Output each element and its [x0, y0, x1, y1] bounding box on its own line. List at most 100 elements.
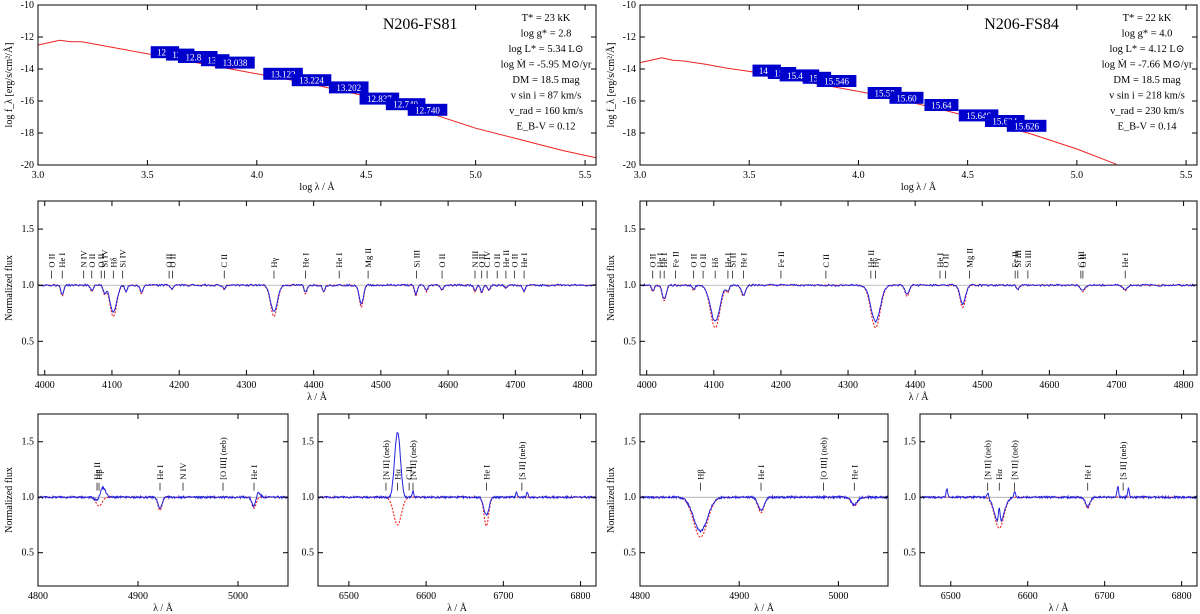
y-axis-label: Normalized flux: [4, 255, 15, 321]
line-id-label: [O III] (neb): [819, 437, 829, 480]
photometry-label: 15.488: [787, 71, 812, 81]
x-tick-label: 6800: [571, 591, 591, 602]
line-id-label: He I: [1083, 465, 1093, 480]
y-tick-label: 1.5: [624, 224, 637, 235]
line-id-label: Si III: [1013, 250, 1023, 268]
line-id-label: [S II] (neb): [517, 441, 527, 479]
line-id-label: C IV: [482, 250, 492, 268]
axes-frame: [317, 413, 597, 587]
parameter-text: T* = 22 kK: [1123, 13, 1172, 24]
line-id-label: He I: [301, 253, 311, 268]
photometry-box: [291, 74, 332, 87]
axes-frame: [37, 413, 289, 587]
line-id-label: O II: [1078, 254, 1088, 268]
observed-spectrum: [38, 485, 288, 509]
x-tick-label: 4800: [630, 591, 650, 602]
panel-ha-left: 6500 6600 6700 6800 0.5 1.0 1.5 λ / Å [N II] (ne…: [302, 413, 597, 614]
observed-spectrum: [640, 283, 1197, 323]
x-tick-label: 3.0: [634, 170, 647, 181]
line-id-label: [N II] (neb): [408, 440, 418, 480]
line-id-label: O II: [940, 254, 950, 268]
line-id-label: O II: [510, 254, 520, 268]
line-id-label: O II: [437, 254, 447, 268]
photometry-box: [889, 91, 924, 104]
photometry-label: 12.8: [157, 48, 173, 58]
line-id-label: [O III] (neb): [218, 437, 228, 480]
x-tick-label: 5.5: [1180, 170, 1193, 181]
photometry-label: 15.646: [966, 111, 991, 121]
x-axis-label: log λ / Å: [299, 181, 335, 193]
x-tick-label: 4.0: [251, 170, 264, 181]
x-tick-label: 4200: [169, 380, 189, 391]
line-id-label: Hδ: [710, 257, 720, 267]
line-id-label: O II: [87, 254, 97, 268]
line-id-label: He I: [519, 253, 529, 268]
x-tick-label: 3.5: [141, 170, 154, 181]
line-id-label: He I: [756, 465, 766, 480]
panel-hb-left: 4800 4900 5000 0.5 1.0 1.5 λ / Å Normalized flu…: [4, 413, 289, 614]
photometry-label: 15.624: [992, 117, 1017, 127]
line-id-label: O II: [477, 254, 487, 268]
line-id-label: He II: [92, 462, 102, 480]
line-id-label: [N II] (neb): [983, 440, 993, 480]
x-tick-label: 4200: [771, 380, 791, 391]
parameter-text: T* = 23 kK: [522, 13, 571, 24]
x-tick-label: 4000: [35, 380, 55, 391]
y-tick-label: 1.0: [624, 280, 637, 291]
parameter-text: v_rad = 230 km/s: [1110, 106, 1184, 117]
line-id-label: Si IV: [100, 249, 110, 268]
x-tick-label: 6700: [493, 591, 513, 602]
line-id-label: [N II] (neb): [381, 440, 391, 480]
y-tick-label: -20: [623, 160, 636, 171]
parameter-text: E_B-V = 0.14: [1117, 122, 1177, 133]
x-tick-label: 6800: [1172, 591, 1192, 602]
line-id-label: He I: [659, 253, 669, 268]
line-id-label: Mg II: [965, 248, 975, 268]
y-tick-label: -10: [623, 0, 636, 11]
y-tick-label: -16: [623, 96, 636, 107]
line-id-label: He I: [155, 465, 165, 480]
x-tick-label: 6600: [1018, 591, 1038, 602]
line-id-label: Mg II: [363, 248, 373, 268]
y-tick-label: 1.0: [302, 492, 315, 503]
line-id-label: C II: [404, 466, 414, 480]
line-id-label: Hβ: [696, 469, 706, 479]
line-id-label: He II: [501, 250, 511, 268]
line-id-label: C II: [219, 254, 229, 268]
x-tick-label: 5.0: [469, 170, 482, 181]
y-tick-label: 0.5: [302, 548, 315, 559]
panel-blue-left: 4000 4100 4200 4300 4400 4500 4600 4700 4800 0.5 1…: [4, 200, 597, 403]
axes-frame: [37, 200, 597, 376]
line-id-label: He I: [849, 465, 859, 480]
model-spectrum: [640, 284, 1197, 329]
line-id-label: He I: [723, 253, 733, 268]
photometry-box: [215, 56, 255, 69]
x-tick-label: 4100: [704, 380, 724, 391]
photometry-box: [1006, 119, 1047, 132]
x-tick-label: 4600: [438, 380, 458, 391]
photometry-label: 12.740: [393, 100, 418, 110]
x-tick-label: 3.0: [32, 170, 45, 181]
plot-area: [640, 283, 1197, 329]
photometry-label: 12.837: [367, 94, 392, 104]
y-tick-label: -10: [21, 0, 34, 11]
line-id-label: N IV: [79, 250, 89, 268]
x-tick-label: 4300: [838, 380, 858, 391]
y-axis-label: Normalized flux: [606, 255, 617, 321]
photometry-label: 13.202: [336, 83, 361, 93]
sed-model-line: [640, 57, 1117, 165]
y-tick-label: 0.5: [624, 336, 637, 347]
y-axis-label: log f_λ [erg/s/cm²/Å]: [3, 43, 15, 128]
x-tick-label: 4300: [236, 380, 256, 391]
x-tick-label: 5.5: [579, 170, 592, 181]
line-id-label: O II: [648, 254, 658, 268]
x-tick-label: 4100: [102, 380, 122, 391]
line-id-label: He I: [481, 465, 491, 480]
line-id-label: O II: [492, 254, 502, 268]
axes-frame: [37, 4, 597, 166]
line-id-label: Si III: [411, 250, 421, 268]
y-tick-label: 1.0: [22, 492, 35, 503]
axes-frame: [639, 413, 889, 587]
parameter-text: v sin i = 87 km/s: [511, 91, 581, 102]
y-tick-label: 1.5: [302, 437, 315, 448]
